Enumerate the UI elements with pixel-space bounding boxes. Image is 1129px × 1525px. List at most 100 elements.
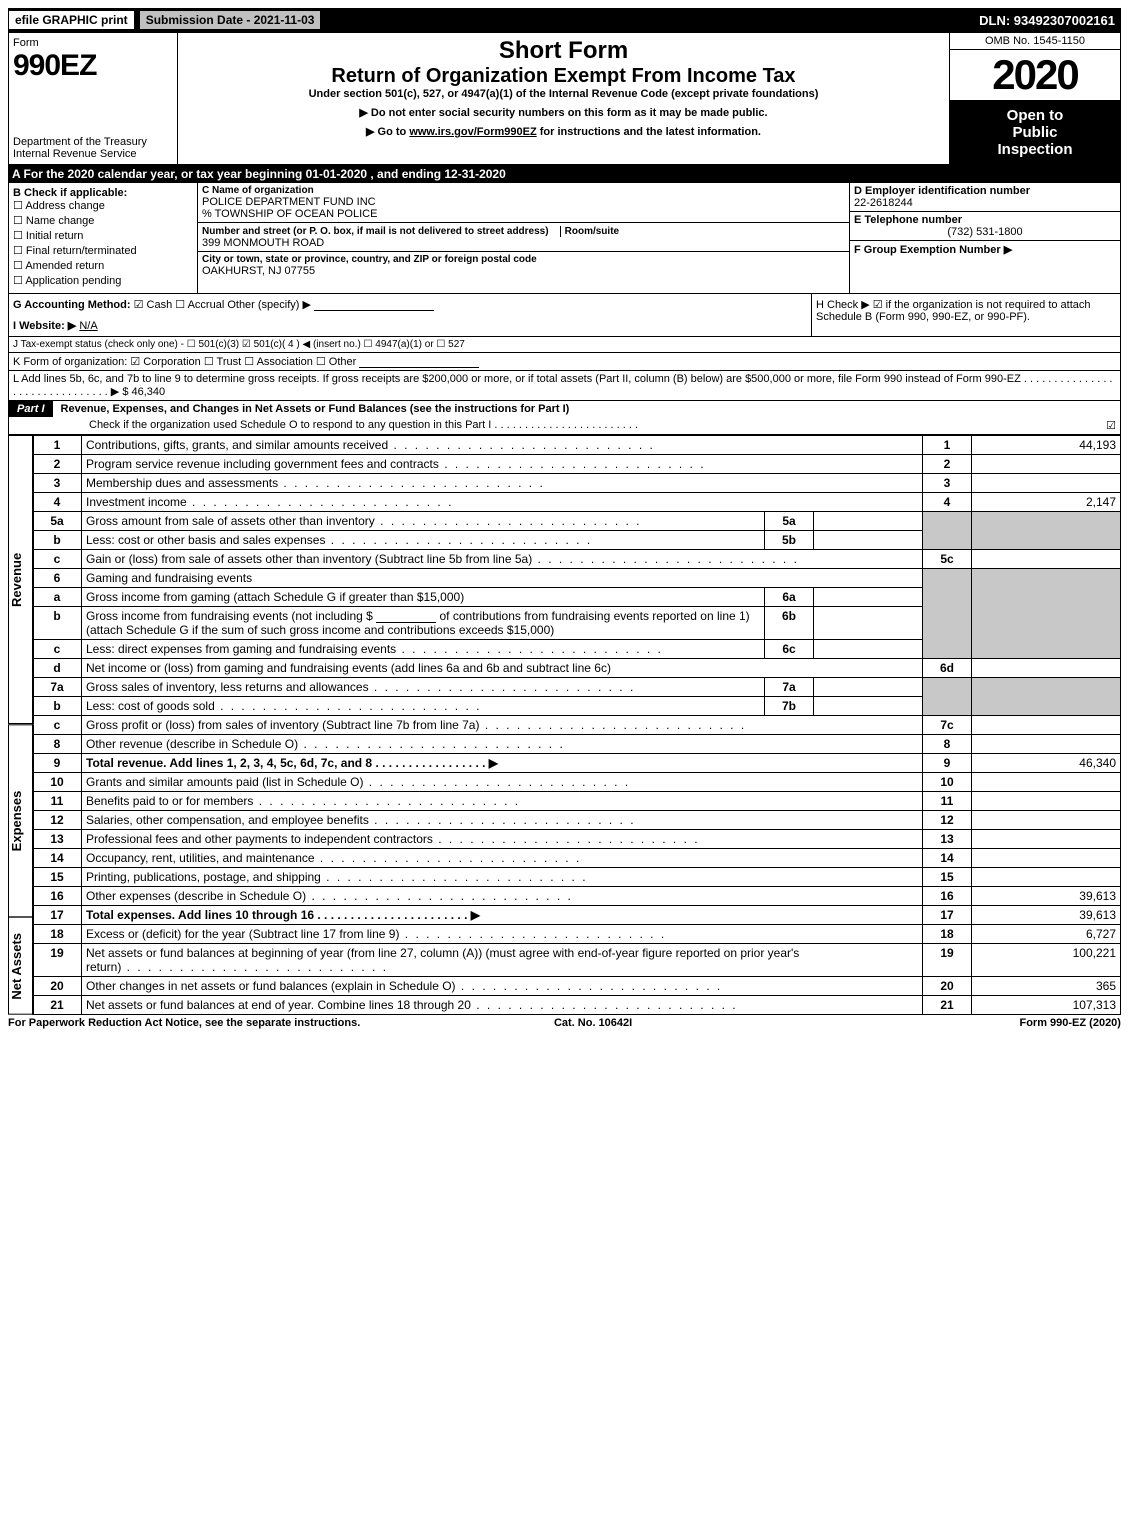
l6abc-grey — [923, 569, 972, 659]
l17-no: 17 — [33, 906, 82, 925]
line-5a: 5a Gross amount from sale of assets othe… — [33, 512, 1121, 531]
l6d-rno: 6d — [923, 659, 972, 678]
other-specify-input[interactable] — [314, 298, 434, 311]
check-application-pending[interactable]: Application pending — [13, 274, 193, 287]
check-final-return[interactable]: Final return/terminated — [13, 244, 193, 257]
l14-desc: Occupancy, rent, utilities, and maintena… — [86, 851, 581, 865]
line-6: 6 Gaming and fundraising events — [33, 569, 1121, 588]
ein-block: D Employer identification number 22-2618… — [850, 183, 1120, 212]
phone-label: E Telephone number — [854, 214, 1116, 226]
l4-desc: Investment income — [86, 495, 453, 509]
org-name-block: C Name of organization POLICE DEPARTMENT… — [198, 183, 849, 223]
row-gh: G Accounting Method: Cash Accrual Other … — [8, 294, 1121, 337]
l14-amt — [972, 849, 1121, 868]
check-accrual[interactable]: Accrual — [175, 299, 224, 311]
l2-desc: Program service revenue including govern… — [86, 457, 706, 471]
l19-rno: 19 — [923, 944, 972, 977]
l7a-ino: 7a — [765, 678, 814, 697]
irs-link[interactable]: www.irs.gov/Form990EZ — [409, 126, 536, 138]
l21-rno: 21 — [923, 996, 972, 1015]
col-b-checkboxes: B Check if applicable: Address change Na… — [9, 183, 198, 293]
l1-amt: 44,193 — [972, 436, 1121, 455]
row-k-org-form: K Form of organization: ☑ Corporation ☐ … — [8, 353, 1121, 371]
l8-desc: Other revenue (describe in Schedule O) — [86, 737, 565, 751]
org-name-2: % TOWNSHIP OF OCEAN POLICE — [202, 208, 845, 220]
l18-desc: Excess or (deficit) for the year (Subtra… — [86, 927, 666, 941]
netassets-label-vert: Net Assets — [8, 917, 34, 1015]
goto-prefix: ▶ Go to — [366, 126, 409, 138]
row-l-gross-receipts: L Add lines 5b, 6c, and 7b to line 9 to … — [8, 371, 1121, 401]
l6d-no: d — [33, 659, 82, 678]
open-line3: Inspection — [952, 141, 1118, 158]
lines-table: 1 Contributions, gifts, grants, and simi… — [32, 435, 1121, 1015]
website-value: N/A — [79, 320, 97, 332]
header-right: OMB No. 1545-1150 2020 Open to Public In… — [950, 33, 1120, 164]
l18-no: 18 — [33, 925, 82, 944]
check-name-change[interactable]: Name change — [13, 214, 193, 227]
l7a-no: 7a — [33, 678, 82, 697]
l6-desc: Gaming and fundraising events — [82, 569, 923, 588]
line-10: 10 Grants and similar amounts paid (list… — [33, 773, 1121, 792]
l12-desc: Salaries, other compensation, and employ… — [86, 813, 636, 827]
l7a-ival — [814, 678, 923, 697]
l6a-ino: 6a — [765, 588, 814, 607]
check-address-change[interactable]: Address change — [13, 199, 193, 212]
l5b-no: b — [33, 531, 82, 550]
l13-rno: 13 — [923, 830, 972, 849]
submission-date: Submission Date - 2021-11-03 — [139, 10, 322, 30]
return-title: Return of Organization Exempt From Incom… — [182, 65, 945, 88]
l8-no: 8 — [33, 735, 82, 754]
line-6d: d Net income or (loss) from gaming and f… — [33, 659, 1121, 678]
l14-no: 14 — [33, 849, 82, 868]
other-org-input[interactable] — [359, 355, 479, 368]
accounting-method: G Accounting Method: Cash Accrual Other … — [9, 294, 812, 336]
check-cash[interactable]: Cash — [134, 299, 173, 311]
l12-amt — [972, 811, 1121, 830]
line-21: 21 Net assets or fund balances at end of… — [33, 996, 1121, 1015]
l8-amt — [972, 735, 1121, 754]
l7c-amt — [972, 716, 1121, 735]
efile-print-button[interactable]: efile GRAPHIC print — [8, 10, 135, 30]
part1-schedule-o-check[interactable] — [1102, 419, 1116, 432]
l7a-desc: Gross sales of inventory, less returns a… — [86, 680, 635, 694]
l6c-ino: 6c — [765, 640, 814, 659]
l5c-desc: Gain or (loss) from sale of assets other… — [86, 552, 799, 566]
top-bar: efile GRAPHIC print Submission Date - 20… — [8, 8, 1121, 32]
no-ssn-warning: ▶ Do not enter social security numbers o… — [182, 106, 945, 119]
l5c-no: c — [33, 550, 82, 569]
footer-left: For Paperwork Reduction Act Notice, see … — [8, 1017, 360, 1029]
l5b-ino: 5b — [765, 531, 814, 550]
l17-desc: Total expenses. Add lines 10 through 16 … — [86, 908, 480, 922]
line-13: 13 Professional fees and other payments … — [33, 830, 1121, 849]
check-initial-return[interactable]: Initial return — [13, 229, 193, 242]
check-other[interactable]: Other (specify) ▶ — [227, 299, 311, 311]
l15-no: 15 — [33, 868, 82, 887]
l15-amt — [972, 868, 1121, 887]
l16-rno: 16 — [923, 887, 972, 906]
goto-line: ▶ Go to www.irs.gov/Form990EZ for instru… — [182, 125, 945, 138]
line-15: 15 Printing, publications, postage, and … — [33, 868, 1121, 887]
line-9: 9 Total revenue. Add lines 1, 2, 3, 4, 5… — [33, 754, 1121, 773]
form-label: Form — [13, 37, 173, 49]
check-amended-return[interactable]: Amended return — [13, 259, 193, 272]
line-7a: 7a Gross sales of inventory, less return… — [33, 678, 1121, 697]
l6a-ival — [814, 588, 923, 607]
l7b-no: b — [33, 697, 82, 716]
expenses-label-vert: Expenses — [8, 724, 34, 917]
i-label: I Website: ▶ — [13, 320, 76, 332]
line-5c: c Gain or (loss) from sale of assets oth… — [33, 550, 1121, 569]
l6a-no: a — [33, 588, 82, 607]
l13-amt — [972, 830, 1121, 849]
l6b-ino: 6b — [765, 607, 814, 640]
l20-rno: 20 — [923, 977, 972, 996]
part1-header: Part I Revenue, Expenses, and Changes in… — [8, 401, 1121, 435]
l6b-contrib-input[interactable] — [376, 610, 436, 623]
under-section-text: Under section 501(c), 527, or 4947(a)(1)… — [182, 88, 945, 100]
ein-label: D Employer identification number — [854, 185, 1116, 197]
l17-amt: 39,613 — [972, 906, 1121, 925]
l6c-ival — [814, 640, 923, 659]
l1-rno: 1 — [923, 436, 972, 455]
l9-desc: Total revenue. Add lines 1, 2, 3, 4, 5c,… — [86, 756, 498, 770]
omb-number: OMB No. 1545-1150 — [950, 33, 1120, 50]
page-footer: For Paperwork Reduction Act Notice, see … — [8, 1015, 1121, 1029]
